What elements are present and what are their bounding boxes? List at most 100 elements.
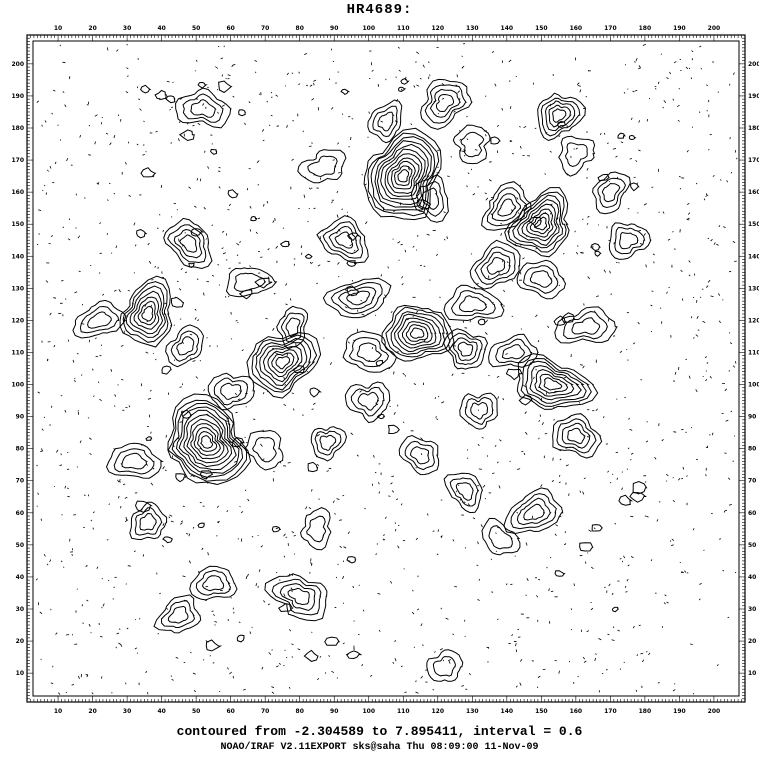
noise-dot: [484, 497, 487, 500]
noise-dot: [511, 152, 514, 155]
noise-dot: [98, 272, 101, 274]
noise-dot: [176, 280, 179, 282]
noise-dot: [505, 353, 508, 355]
noise-dot: [548, 588, 550, 592]
noise-dot: [150, 431, 152, 434]
contour-line: [459, 392, 498, 430]
noise-dot: [194, 317, 197, 320]
noise-dot: [88, 124, 91, 127]
noise-dot: [229, 671, 232, 675]
noise-dot: [519, 658, 523, 662]
x-tick-label-top: 90: [330, 25, 338, 32]
noise-dot: [710, 295, 714, 298]
contour-line: [554, 306, 618, 344]
noise-dot: [300, 245, 303, 249]
contour-line: [346, 290, 371, 306]
noise-dot: [78, 270, 81, 273]
noise-dot: [555, 524, 559, 527]
noise-dot: [285, 303, 288, 306]
contour-line: [481, 517, 521, 556]
noise-dot: [159, 213, 161, 216]
contour-line: [450, 290, 496, 317]
noise-dot: [496, 375, 500, 378]
noise-dot: [644, 515, 647, 517]
noise-dot: [57, 124, 59, 126]
noise-dot: [298, 71, 300, 74]
plot-border-outer: [26, 34, 746, 703]
noise-dot: [686, 475, 688, 477]
y-tick-label-left: 120: [11, 317, 24, 324]
noise-dot: [172, 81, 174, 84]
noise-dot: [319, 656, 322, 658]
noise-dot: [416, 51, 420, 55]
contour-line: [162, 536, 173, 544]
contour-line: [543, 377, 563, 391]
noise-dot: [273, 292, 276, 295]
contour-line: [619, 231, 639, 250]
noise-dot: [719, 179, 722, 181]
contour-line: [401, 321, 433, 346]
noise-dot: [91, 692, 94, 695]
x-tick-label-bottom: 170: [604, 708, 617, 715]
noise-dot: [652, 253, 655, 256]
noise-dot: [297, 648, 301, 651]
contour-line: [557, 120, 567, 128]
noise-dot: [648, 97, 651, 100]
contour-line: [567, 427, 587, 445]
noise-dot: [93, 395, 95, 397]
contour-line: [561, 312, 575, 323]
noise-dot: [666, 473, 669, 477]
noise-dot: [88, 339, 91, 343]
noise-dot: [523, 125, 527, 129]
noise-dot: [477, 444, 480, 446]
noise-dot: [466, 185, 468, 188]
noise-dot: [617, 629, 620, 632]
noise-dot: [390, 482, 393, 485]
contour-line: [553, 315, 567, 326]
contour-line: [558, 135, 596, 177]
noise-dot: [377, 83, 379, 87]
noise-dot: [643, 233, 646, 236]
contour-line: [505, 368, 523, 381]
contour-line: [534, 368, 575, 397]
y-tick-label-left: 90: [16, 414, 24, 421]
noise-dot: [291, 72, 294, 75]
noise-dot: [311, 98, 315, 101]
noise-dot: [255, 231, 258, 235]
noise-dot: [228, 267, 231, 269]
contour-line: [264, 573, 328, 622]
noise-dot: [118, 642, 122, 645]
noise-dot: [263, 203, 265, 207]
noise-dot: [645, 264, 647, 268]
noise-dot: [308, 187, 311, 190]
noise-dot: [92, 511, 95, 514]
noise-dot: [180, 522, 183, 525]
noise-dot: [458, 484, 460, 486]
noise-dot: [488, 275, 490, 279]
noise-dot: [398, 69, 401, 72]
noise-dot: [470, 253, 473, 255]
noise-dot: [732, 72, 735, 75]
contour-line: [384, 153, 423, 198]
noise-dot: [516, 468, 521, 470]
noise-dot: [272, 327, 275, 331]
noise-dot: [49, 312, 52, 316]
contour-line: [175, 87, 233, 129]
contour-line: [404, 440, 435, 471]
contour-line: [516, 198, 560, 246]
noise-dot: [99, 635, 103, 638]
noise-dot: [588, 529, 592, 532]
noise-dot: [364, 183, 367, 186]
y-tick-label-right: 100: [748, 382, 759, 389]
noise-dot: [546, 566, 548, 569]
noise-dot: [419, 264, 422, 267]
noise-dot: [663, 100, 667, 103]
noise-dot: [239, 505, 241, 508]
noise-dot: [188, 533, 191, 537]
noise-dot: [517, 628, 520, 631]
noise-dot: [382, 534, 385, 536]
noise-dot: [456, 74, 458, 78]
noise-dot: [595, 408, 599, 412]
noise-dot: [461, 55, 463, 57]
